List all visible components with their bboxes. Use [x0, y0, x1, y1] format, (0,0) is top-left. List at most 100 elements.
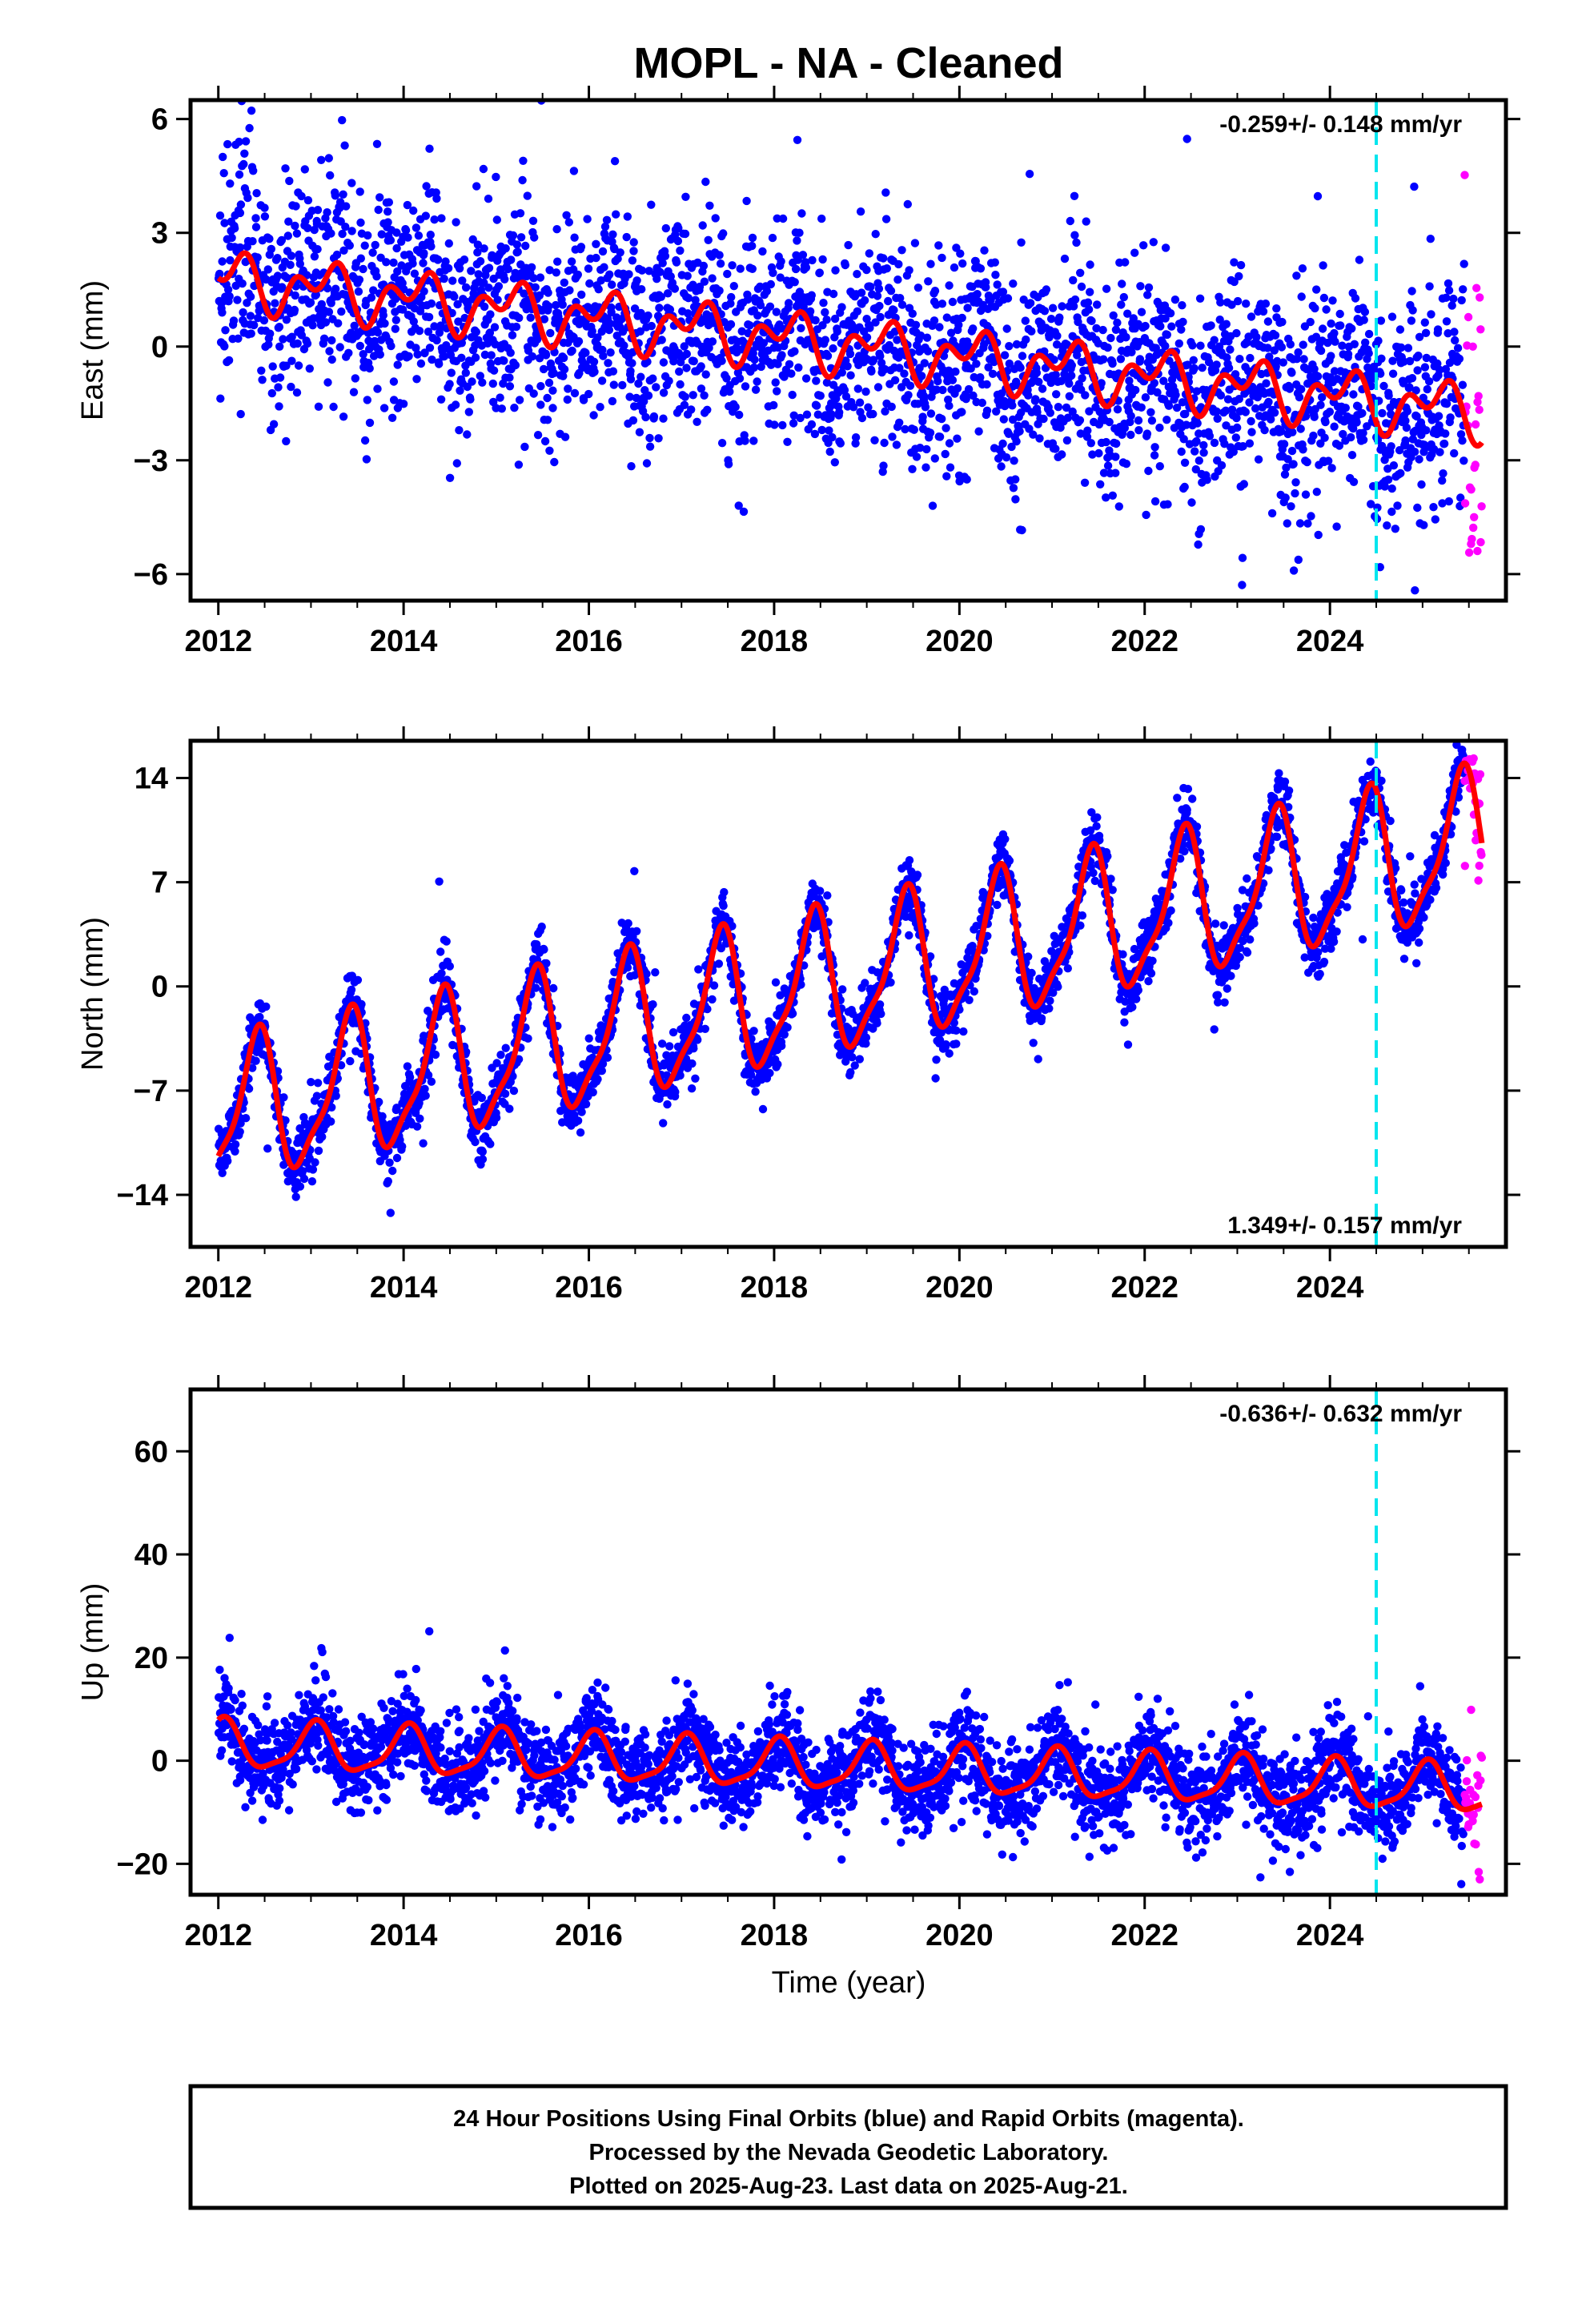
final-orbit-point — [652, 275, 661, 283]
final-orbit-point — [604, 359, 612, 368]
final-orbit-point — [1311, 304, 1319, 313]
final-orbit-point — [816, 392, 825, 400]
final-orbit-point — [1235, 395, 1244, 404]
final-orbit-point — [235, 137, 243, 147]
final-orbit-point — [430, 215, 439, 224]
final-orbit-point — [1196, 341, 1205, 350]
final-orbit-point — [766, 279, 775, 289]
final-orbit-point — [453, 300, 462, 309]
final-orbit-point — [1241, 408, 1251, 416]
final-orbit-point — [1034, 377, 1043, 386]
final-orbit-point — [347, 227, 356, 235]
final-orbit-point — [1145, 364, 1154, 372]
final-orbit-point — [249, 167, 258, 175]
final-orbit-point — [1316, 400, 1325, 409]
final-orbit-point — [1354, 402, 1363, 411]
final-orbit-point — [317, 300, 326, 309]
final-orbit-point — [478, 1155, 488, 1164]
final-orbit-point — [666, 272, 675, 281]
final-orbit-point — [661, 223, 670, 233]
final-orbit-point — [636, 327, 644, 336]
final-orbit-point — [1349, 477, 1359, 486]
final-orbit-point — [1118, 279, 1126, 288]
final-orbit-point — [441, 257, 450, 266]
final-orbit-point — [657, 336, 666, 344]
final-orbit-point — [345, 241, 354, 250]
final-orbit-point — [291, 221, 299, 231]
final-orbit-point — [536, 273, 545, 282]
final-orbit-point — [432, 336, 441, 345]
final-orbit-point — [676, 380, 685, 389]
final-orbit-point — [363, 396, 371, 404]
final-orbit-point — [829, 344, 837, 353]
final-orbit-point — [1203, 476, 1211, 485]
final-orbit-point — [723, 269, 732, 279]
final-orbit-point — [1396, 468, 1405, 478]
final-orbit-point — [562, 211, 571, 219]
final-orbit-point — [299, 1174, 309, 1184]
final-orbit-point — [392, 228, 401, 237]
final-orbit-point — [1135, 355, 1145, 364]
north-panel: 2012 2014 2016 2018 2020 2022 20241470−7−14Nor… — [76, 726, 1520, 1305]
final-orbit-point — [387, 413, 397, 422]
final-orbit-point — [1283, 519, 1292, 528]
final-orbit-point — [1131, 385, 1140, 395]
final-orbit-point — [284, 217, 293, 226]
final-orbit-point — [680, 400, 689, 409]
final-orbit-point — [1099, 355, 1108, 364]
final-orbit-point — [375, 193, 384, 202]
final-orbit-point — [1222, 320, 1231, 328]
plot-frame — [188, 98, 1508, 603]
final-orbit-point — [962, 395, 970, 404]
final-orbit-point — [544, 288, 552, 297]
final-orbit-point — [389, 377, 399, 386]
final-orbit-point — [1314, 530, 1323, 540]
final-orbit-point — [632, 927, 641, 936]
final-orbit-point — [1076, 429, 1086, 438]
final-orbit-point — [1291, 478, 1300, 487]
final-orbit-point — [596, 276, 605, 285]
final-orbit-point — [1347, 432, 1355, 442]
final-orbit-point — [419, 259, 428, 267]
final-orbit-point — [1383, 475, 1393, 485]
final-orbit-point — [778, 420, 787, 430]
final-orbit-point — [867, 367, 876, 376]
final-orbit-point — [1339, 429, 1347, 439]
final-orbit-point — [1325, 408, 1335, 416]
final-orbit-point — [1051, 370, 1060, 380]
final-orbit-point — [393, 267, 402, 276]
final-orbit-point — [1057, 376, 1066, 385]
final-orbit-point — [293, 339, 302, 348]
final-orbit-point — [224, 356, 234, 365]
final-orbit-point — [1083, 298, 1093, 307]
final-orbit-point — [776, 273, 785, 282]
final-orbit-point — [701, 177, 710, 187]
final-orbit-point — [700, 277, 709, 286]
final-orbit-point — [317, 155, 326, 164]
final-orbit-point — [548, 404, 557, 412]
final-orbit-point — [701, 370, 710, 379]
final-orbit-point — [976, 264, 986, 273]
final-orbit-point — [338, 115, 347, 125]
final-orbit-point — [528, 352, 537, 361]
final-orbit-point — [1178, 317, 1187, 327]
final-orbit-point — [489, 366, 499, 375]
final-orbit-point — [1338, 341, 1347, 350]
final-orbit-point — [383, 207, 392, 216]
final-orbit-point — [908, 464, 917, 473]
final-orbit-point — [360, 436, 370, 445]
final-orbit-point — [220, 342, 229, 351]
final-orbit-point — [240, 149, 249, 158]
final-orbit-point — [238, 279, 247, 288]
final-orbit-point — [505, 382, 515, 391]
final-orbit-point — [857, 413, 867, 423]
final-orbit-point — [851, 439, 860, 448]
final-orbit-point — [873, 383, 883, 392]
final-orbit-point — [673, 236, 683, 246]
final-orbit-point — [751, 385, 761, 394]
rapid-orbit-point — [1469, 523, 1478, 533]
final-orbit-point — [552, 225, 561, 234]
final-orbit-point — [1182, 420, 1191, 429]
final-orbit-point — [1177, 325, 1186, 334]
final-orbit-point — [645, 442, 655, 451]
